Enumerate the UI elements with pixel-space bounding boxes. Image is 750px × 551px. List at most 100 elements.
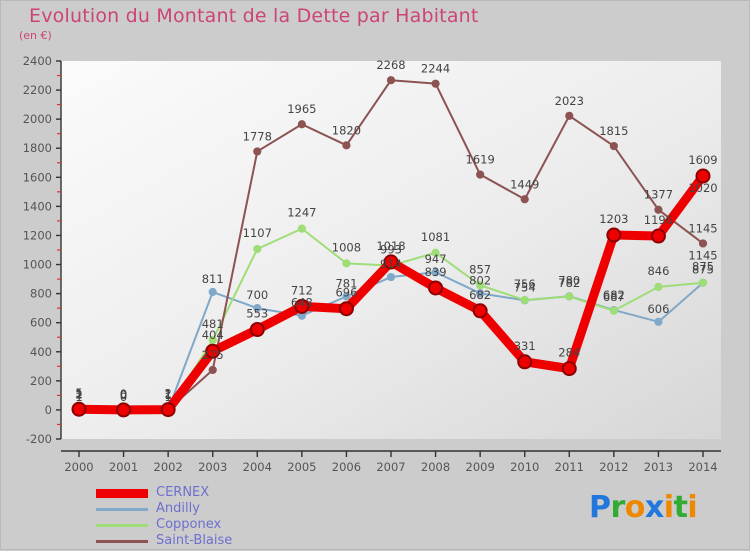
x-tick-label: 2010 <box>510 460 539 474</box>
data-label: 696 <box>335 286 357 300</box>
data-point <box>249 322 265 338</box>
data-point <box>253 244 262 254</box>
data-label: 914 <box>380 257 402 271</box>
data-label: 682 <box>603 288 625 302</box>
y-tick-label: 0 <box>45 403 52 417</box>
data-label: 947 <box>425 252 447 266</box>
data-label: 712 <box>291 283 313 297</box>
data-label: 857 <box>469 262 491 276</box>
data-label: 756 <box>514 277 536 291</box>
data-point <box>297 224 306 233</box>
data-point <box>342 259 351 268</box>
data-label: 781 <box>335 276 357 290</box>
legend-item-saint-blaise[interactable]: Saint-Blaise <box>96 533 232 549</box>
data-label: 1 <box>75 390 82 404</box>
data-label: 553 <box>246 307 268 321</box>
x-tick-label: 2014 <box>688 460 717 474</box>
data-point <box>520 295 529 305</box>
legend-swatch-icon <box>96 539 148 543</box>
legend-item-andilly[interactable]: Andilly <box>96 501 232 517</box>
data-label: 682 <box>469 288 491 302</box>
data-label: 1619 <box>466 153 495 167</box>
data-point <box>565 292 574 301</box>
legend: CERNEX Andilly Copponex Saint-Blaise <box>96 485 232 549</box>
x-tick-label: 2004 <box>243 460 272 474</box>
data-label: 284 <box>558 346 580 360</box>
x-tick-label: 2013 <box>644 460 673 474</box>
y-tick-label: 1600 <box>23 170 52 184</box>
data-point <box>561 361 577 377</box>
data-point <box>606 227 622 243</box>
data-label: 846 <box>647 264 669 278</box>
data-label: 275 <box>202 348 224 362</box>
data-label: 811 <box>202 272 224 286</box>
data-point <box>297 120 306 129</box>
data-label: 331 <box>514 339 536 353</box>
legend-item-label: Andilly <box>156 501 200 516</box>
data-label: 687 <box>603 290 625 304</box>
x-tick-label: 2011 <box>555 460 584 474</box>
data-label: 1820 <box>332 123 361 137</box>
data-point <box>208 335 217 345</box>
data-point <box>698 278 708 287</box>
legend-item-label: Saint-Blaise <box>156 533 233 548</box>
y-tick-label: 2400 <box>23 54 52 68</box>
data-label: 1081 <box>421 230 450 244</box>
data-label: 2 <box>75 388 82 402</box>
logo-letter: r <box>610 490 626 525</box>
y-tick-label: 600 <box>30 316 52 330</box>
x-tick-label: 2002 <box>154 460 183 474</box>
x-tick-label: 2009 <box>466 460 495 474</box>
data-label: 802 <box>469 273 491 287</box>
logo-letter: o <box>624 490 646 525</box>
data-label: 1377 <box>644 188 673 202</box>
y-tick-label: -200 <box>26 432 52 446</box>
data-label-secondary: 1145 <box>688 248 717 262</box>
y-tick-label: 800 <box>30 287 52 301</box>
data-label: 839 <box>425 265 447 279</box>
y-tick-label: 2200 <box>23 83 52 97</box>
legend-item-label: CERNEX <box>156 485 210 500</box>
data-point <box>71 401 87 417</box>
data-label: 1203 <box>599 212 628 226</box>
data-label: 1107 <box>243 226 272 240</box>
y-tick-label: 400 <box>30 345 52 359</box>
data-label: 1247 <box>287 206 316 220</box>
data-point <box>609 141 618 151</box>
data-point <box>208 287 217 297</box>
data-label: 780 <box>558 274 580 288</box>
data-point <box>160 402 176 418</box>
x-tick-label: 2000 <box>64 460 93 474</box>
data-point <box>654 282 663 292</box>
data-label: 1145 <box>688 221 717 235</box>
y-tick-label: 1800 <box>23 141 52 155</box>
data-label: 2 <box>164 387 171 401</box>
data-label: 875 <box>692 260 714 274</box>
data-label: 2268 <box>376 58 405 72</box>
legend-item-label: Copponex <box>156 517 222 532</box>
data-label: 1 <box>164 390 171 404</box>
x-tick-label: 2007 <box>376 460 405 474</box>
data-point <box>205 343 221 359</box>
data-label: 1 <box>75 387 82 401</box>
data-label: 1 <box>164 387 171 401</box>
data-point <box>253 304 262 313</box>
data-point <box>695 168 711 184</box>
legend-item-cernex[interactable]: CERNEX <box>96 485 232 501</box>
data-point <box>342 141 351 150</box>
data-label: 1 <box>164 388 171 402</box>
data-point <box>476 289 485 298</box>
legend-item-copponex[interactable]: Copponex <box>96 517 232 533</box>
data-point <box>116 402 132 418</box>
data-point <box>654 317 663 326</box>
data-point <box>386 272 396 282</box>
y-tick-label: 2000 <box>23 112 52 126</box>
x-tick-label: 2012 <box>599 460 628 474</box>
y-axis: -200 0 200 400 600 800 1000 1200 1400 1600 1800 200… <box>23 54 62 446</box>
data-point <box>383 254 399 270</box>
logo-letter: i <box>663 490 674 525</box>
data-point <box>338 301 354 317</box>
data-point <box>431 79 440 88</box>
proxiti-logo: Proxiti <box>589 490 698 525</box>
